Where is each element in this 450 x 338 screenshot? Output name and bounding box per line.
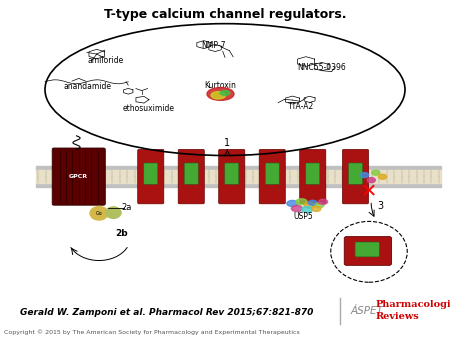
FancyBboxPatch shape	[138, 149, 164, 204]
FancyBboxPatch shape	[344, 237, 392, 265]
Text: ✕: ✕	[361, 183, 377, 201]
Bar	[36, 170, 441, 183]
Ellipse shape	[378, 174, 387, 179]
Text: T-type calcium channel regulators.: T-type calcium channel regulators.	[104, 8, 346, 21]
Text: 2b: 2b	[115, 230, 128, 238]
FancyBboxPatch shape	[52, 148, 105, 205]
Ellipse shape	[372, 170, 380, 175]
FancyBboxPatch shape	[219, 149, 245, 204]
Text: NNC55-0396: NNC55-0396	[297, 63, 346, 72]
Text: anandamide: anandamide	[64, 82, 112, 91]
FancyBboxPatch shape	[300, 149, 326, 204]
Text: Kurtoxin: Kurtoxin	[205, 81, 236, 90]
Text: Copyright © 2015 by The American Society for Pharmacology and Experimental Thera: Copyright © 2015 by The American Society…	[4, 330, 300, 335]
Ellipse shape	[292, 206, 302, 212]
Ellipse shape	[302, 207, 313, 213]
FancyBboxPatch shape	[178, 149, 204, 204]
FancyBboxPatch shape	[265, 163, 279, 184]
FancyBboxPatch shape	[225, 163, 239, 184]
FancyBboxPatch shape	[259, 149, 285, 204]
Ellipse shape	[308, 200, 317, 205]
Text: TTA-A2: TTA-A2	[288, 102, 315, 111]
Bar	[36, 183, 441, 187]
Circle shape	[106, 207, 121, 218]
Bar	[36, 166, 441, 170]
Text: Gα: Gα	[95, 211, 103, 216]
Text: NMP-7: NMP-7	[202, 41, 226, 50]
FancyBboxPatch shape	[348, 163, 363, 184]
FancyBboxPatch shape	[184, 163, 198, 184]
Text: amiloride: amiloride	[88, 56, 124, 65]
Text: 3: 3	[377, 201, 383, 211]
Ellipse shape	[312, 206, 321, 212]
Ellipse shape	[315, 203, 324, 208]
Text: Gerald W. Zamponi et al. Pharmacol Rev 2015;67:821-870: Gerald W. Zamponi et al. Pharmacol Rev 2…	[20, 308, 313, 317]
Text: Pharmacological
Reviews: Pharmacological Reviews	[376, 300, 450, 321]
Text: USP5: USP5	[294, 212, 314, 221]
Ellipse shape	[211, 92, 225, 99]
Ellipse shape	[287, 200, 298, 207]
FancyBboxPatch shape	[144, 163, 158, 184]
FancyBboxPatch shape	[306, 163, 320, 184]
Ellipse shape	[360, 172, 369, 178]
Ellipse shape	[207, 88, 234, 100]
Text: ethosuximide: ethosuximide	[122, 104, 175, 113]
Circle shape	[90, 207, 108, 220]
Ellipse shape	[319, 199, 328, 204]
Ellipse shape	[367, 178, 375, 183]
FancyBboxPatch shape	[355, 242, 379, 257]
FancyBboxPatch shape	[342, 149, 369, 204]
Text: 2a: 2a	[122, 203, 132, 212]
Ellipse shape	[296, 199, 307, 205]
Ellipse shape	[220, 91, 230, 95]
Ellipse shape	[304, 202, 315, 208]
Text: 1: 1	[224, 138, 230, 148]
Text: ÁSPET: ÁSPET	[351, 306, 384, 316]
Text: GPCR: GPCR	[69, 174, 88, 179]
